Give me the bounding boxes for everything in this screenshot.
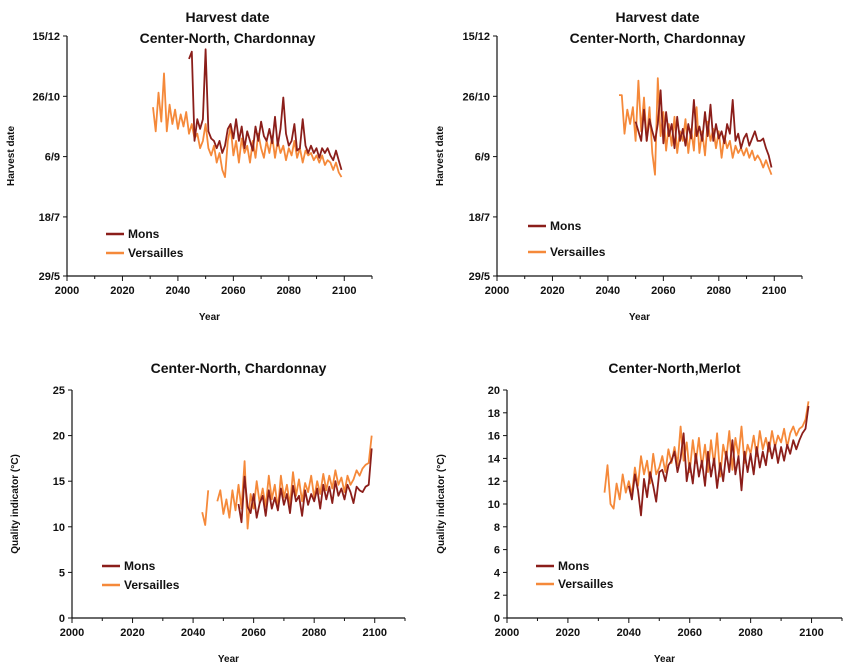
- series-line-versailles: [603, 401, 810, 510]
- x-tick-label: 2020: [556, 627, 580, 639]
- legend-label-versailles: Versailles: [124, 578, 180, 592]
- y-tick-label: 5: [59, 567, 65, 579]
- series-line-mons: [188, 48, 343, 171]
- y-axis-label: Harvest date: [435, 126, 446, 186]
- y-tick-label: 6: [494, 545, 500, 557]
- y-tick-label: 20: [53, 431, 65, 443]
- legend-label-mons: Mons: [550, 219, 582, 233]
- y-tick-label: 25: [53, 385, 65, 397]
- x-tick-label: 2100: [762, 285, 786, 297]
- x-tick-label: 2020: [120, 627, 144, 639]
- x-tick-label: 2040: [617, 627, 641, 639]
- y-tick-label: 2: [494, 590, 500, 602]
- x-tick-label: 2060: [221, 285, 245, 297]
- legend-label-versailles: Versailles: [128, 246, 184, 260]
- chart-title-line: Harvest date: [185, 9, 269, 25]
- series-line-mons: [627, 405, 810, 517]
- series-line-versailles: [152, 72, 343, 178]
- y-tick-label: 18/7: [39, 212, 60, 224]
- y-tick-label: 6/9: [45, 152, 60, 164]
- y-tick-label: 29/5: [39, 271, 60, 283]
- x-tick-label: 2020: [540, 285, 564, 297]
- x-axis-label: Year: [199, 312, 220, 323]
- y-tick-label: 12: [488, 476, 500, 488]
- y-tick-label: 10: [53, 522, 65, 534]
- y-tick-label: 15/12: [32, 31, 60, 43]
- x-axis-label: Year: [654, 654, 675, 665]
- y-tick-label: 8: [494, 522, 500, 534]
- y-tick-label: 10: [488, 499, 500, 511]
- legend-label-mons: Mons: [124, 559, 156, 573]
- y-tick-label: 15: [53, 476, 65, 488]
- x-tick-label: 2060: [241, 627, 265, 639]
- x-tick-label: 2100: [799, 627, 823, 639]
- chart-title-line: Harvest date: [615, 9, 699, 25]
- legend-label-versailles: Versailles: [558, 577, 614, 591]
- chart-title-line: Center-North, Chardonnay: [570, 30, 746, 46]
- series-line-mons: [634, 89, 773, 168]
- x-axis-label: Year: [218, 654, 239, 665]
- y-tick-label: 4: [494, 567, 501, 579]
- legend-label-mons: Mons: [128, 227, 160, 241]
- y-tick-label: 26/10: [32, 91, 60, 103]
- y-tick-label: 0: [59, 613, 65, 625]
- chart-title-line: Center-North,Merlot: [608, 360, 741, 376]
- chart-panel-4: Center-North,Merlot 0 2 4 6 8 10 12 14 16 18 20 2000…: [436, 360, 843, 665]
- x-tick-label: 2040: [166, 285, 190, 297]
- x-tick-label: 2080: [738, 627, 762, 639]
- y-tick-label: 29/5: [469, 271, 490, 283]
- chart-title-line: Center-North, Chardonnay: [151, 360, 327, 376]
- y-tick-label: 14: [488, 453, 501, 465]
- legend-label-versailles: Versailles: [550, 245, 606, 259]
- y-tick-label: 18/7: [469, 212, 490, 224]
- x-tick-label: 2060: [677, 627, 701, 639]
- y-axis-label: Quality indicator (°C): [10, 454, 21, 554]
- series-line-mons: [237, 448, 373, 524]
- chart-panel-3: Center-North, Chardonnay 0 5 10 15 20 25 2000 20…: [10, 360, 406, 665]
- x-tick-label: 2080: [302, 627, 326, 639]
- x-tick-label: 2100: [332, 285, 356, 297]
- chart-panel-2: Harvest date Center-North, Chardonnay 29/5…: [435, 9, 803, 323]
- y-axis-label: Harvest date: [6, 126, 17, 186]
- x-axis-label: Year: [629, 312, 650, 323]
- y-tick-label: 16: [488, 431, 500, 443]
- y-tick-label: 15/12: [462, 31, 490, 43]
- x-tick-label: 2100: [362, 627, 386, 639]
- y-tick-label: 6/9: [475, 152, 490, 164]
- x-tick-label: 2060: [651, 285, 675, 297]
- x-tick-label: 2080: [277, 285, 301, 297]
- y-axis-label: Quality indicator (°C): [436, 454, 447, 554]
- chart-title-line: Center-North, Chardonnay: [140, 30, 316, 46]
- x-tick-label: 2000: [495, 627, 519, 639]
- y-tick-label: 26/10: [462, 91, 490, 103]
- x-tick-label: 2040: [181, 627, 205, 639]
- y-tick-label: 20: [488, 385, 500, 397]
- x-tick-label: 2000: [485, 285, 509, 297]
- x-tick-label: 2000: [55, 285, 79, 297]
- chart-panel-1: Harvest date Center-North, Chardonnay 29/5…: [6, 9, 373, 323]
- legend-label-mons: Mons: [558, 559, 590, 573]
- y-tick-label: 18: [488, 408, 500, 420]
- y-tick-label: 0: [494, 613, 500, 625]
- x-tick-label: 2080: [707, 285, 731, 297]
- x-tick-label: 2000: [60, 627, 84, 639]
- x-tick-label: 2040: [596, 285, 620, 297]
- x-tick-label: 2020: [110, 285, 134, 297]
- series-line-versailles: [201, 435, 373, 530]
